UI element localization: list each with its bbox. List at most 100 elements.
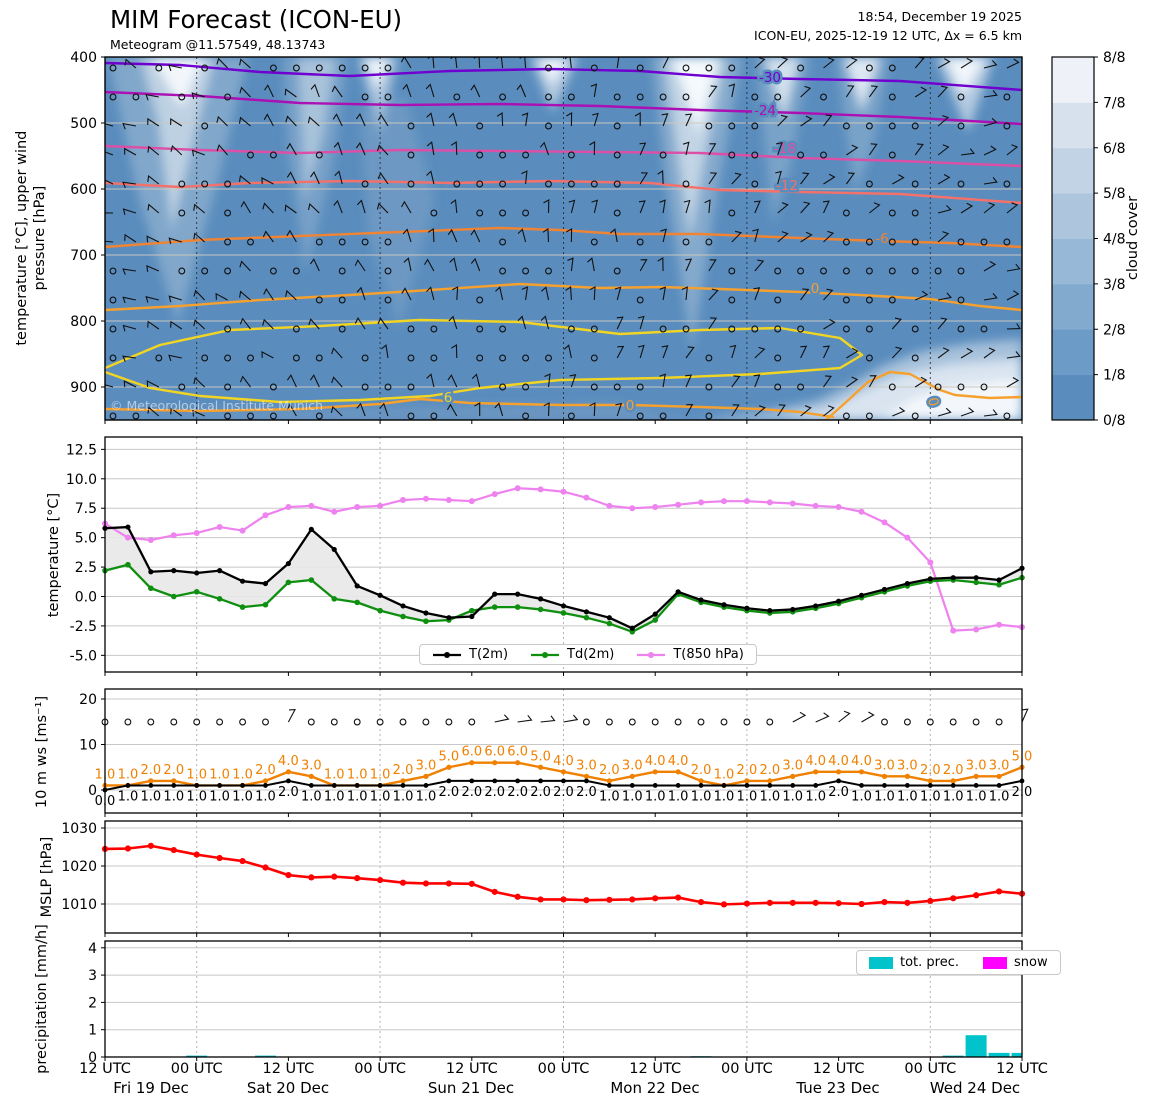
svg-text:3.0: 3.0 <box>874 758 895 773</box>
svg-text:-30: -30 <box>759 70 781 86</box>
svg-text:00 UTC: 00 UTC <box>354 1061 406 1077</box>
model-run-info: ICON-EU, 2025-12-19 12 UTC, Δx = 6.5 km <box>754 27 1022 43</box>
svg-text:20: 20 <box>79 692 97 708</box>
svg-text:3.0: 3.0 <box>897 758 918 773</box>
svg-text:700: 700 <box>70 248 97 264</box>
svg-text:8/8: 8/8 <box>1103 50 1126 66</box>
svg-text:0: 0 <box>626 398 635 414</box>
svg-text:0.0: 0.0 <box>75 590 97 606</box>
svg-text:12 UTC: 12 UTC <box>813 1061 865 1077</box>
svg-text:00 UTC: 00 UTC <box>721 1061 773 1077</box>
svg-text:3: 3 <box>88 968 97 984</box>
svg-text:1: 1 <box>88 1023 97 1039</box>
svg-text:1.0: 1.0 <box>759 789 780 804</box>
legend-item-snow: snow <box>983 955 1048 970</box>
svg-text:1.0: 1.0 <box>232 789 253 804</box>
legend-item-td2m: Td(2m) <box>530 647 614 662</box>
svg-text:3.0: 3.0 <box>966 758 987 773</box>
svg-text:Sat 20 Dec: Sat 20 Dec <box>247 1079 329 1097</box>
svg-text:12 UTC: 12 UTC <box>79 1061 131 1077</box>
svg-text:5.0: 5.0 <box>439 749 460 764</box>
svg-text:2.0: 2.0 <box>759 763 780 778</box>
svg-text:© Meteorological Institute Mun: © Meteorological Institute Munich <box>110 398 323 413</box>
svg-text:Tue 23 Dec: Tue 23 Dec <box>795 1079 879 1097</box>
svg-text:1020: 1020 <box>61 859 97 875</box>
svg-text:4: 4 <box>88 941 97 957</box>
svg-text:3.0: 3.0 <box>622 758 643 773</box>
svg-text:1.0: 1.0 <box>851 789 872 804</box>
svg-text:600: 600 <box>70 182 97 198</box>
svg-text:Sun 21 Dec: Sun 21 Dec <box>428 1079 514 1097</box>
panel-mslp: 1010 1020 1030 <box>61 820 1026 937</box>
line-sample-icon <box>433 651 461 658</box>
legend-item-t2m: T(2m) <box>432 647 508 662</box>
svg-text:5/8: 5/8 <box>1103 186 1126 202</box>
svg-text:4/8: 4/8 <box>1103 232 1126 248</box>
cloud-cover-colorbar: 0/8 1/8 2/8 3/8 4/8 5/8 6/8 7/8 8/8 <box>1051 50 1126 429</box>
svg-text:1.0: 1.0 <box>691 789 712 804</box>
svg-text:1.0: 1.0 <box>209 789 230 804</box>
svg-text:4.0: 4.0 <box>668 754 689 769</box>
svg-text:1.0: 1.0 <box>186 767 207 782</box>
svg-text:-2.5: -2.5 <box>70 619 97 635</box>
svg-text:1.0: 1.0 <box>347 767 368 782</box>
svg-text:1.0: 1.0 <box>782 789 803 804</box>
svg-text:-12: -12 <box>776 178 798 194</box>
svg-text:2.0: 2.0 <box>920 763 941 778</box>
svg-text:7.5: 7.5 <box>75 501 97 517</box>
svg-text:2/8: 2/8 <box>1103 322 1126 338</box>
svg-text:6.0: 6.0 <box>507 745 528 760</box>
svg-text:1.0: 1.0 <box>347 789 368 804</box>
svg-text:1.0: 1.0 <box>370 789 391 804</box>
svg-text:1.0: 1.0 <box>232 767 253 782</box>
svg-text:2.0: 2.0 <box>163 763 184 778</box>
svg-text:1.0: 1.0 <box>301 789 322 804</box>
svg-text:0: 0 <box>88 1050 97 1066</box>
svg-text:2.0: 2.0 <box>737 763 758 778</box>
svg-text:2.0: 2.0 <box>943 763 964 778</box>
svg-text:4.0: 4.0 <box>851 754 872 769</box>
svg-text:400: 400 <box>70 50 97 66</box>
svg-text:1.0: 1.0 <box>966 789 987 804</box>
svg-text:1.0: 1.0 <box>805 789 826 804</box>
svg-text:1.0: 1.0 <box>714 767 735 782</box>
svg-text:2.0: 2.0 <box>828 785 849 800</box>
svg-text:10: 10 <box>79 738 97 754</box>
svg-text:0/8: 0/8 <box>1103 413 1126 429</box>
svg-text:2.0: 2.0 <box>599 763 620 778</box>
svg-text:6.0: 6.0 <box>484 745 505 760</box>
svg-text:1030: 1030 <box>61 821 97 837</box>
svg-text:2.0: 2.0 <box>141 763 162 778</box>
svg-text:3.0: 3.0 <box>416 758 437 773</box>
svg-text:1.0: 1.0 <box>737 789 758 804</box>
svg-text:2.0: 2.0 <box>576 785 597 800</box>
svg-text:1.0: 1.0 <box>209 767 230 782</box>
svg-text:2.0: 2.0 <box>484 785 505 800</box>
svg-text:1.0: 1.0 <box>989 789 1010 804</box>
svg-text:0: 0 <box>88 783 97 799</box>
svg-text:6/8: 6/8 <box>1103 141 1126 157</box>
legend-item-totprec: tot. prec. <box>869 955 959 970</box>
svg-text:-24: -24 <box>754 103 776 119</box>
svg-text:4.0: 4.0 <box>828 754 849 769</box>
svg-text:2.0: 2.0 <box>553 785 574 800</box>
svg-text:7/8: 7/8 <box>1103 95 1126 111</box>
svg-text:1.0: 1.0 <box>118 767 139 782</box>
svg-text:2.0: 2.0 <box>461 785 482 800</box>
svg-text:2.0: 2.0 <box>278 785 299 800</box>
svg-text:Wed 24 Dec: Wed 24 Dec <box>930 1079 1020 1097</box>
panel-wind-speed: 1.0 1.0 2.0 2.0 1.0 1.0 1.0 2.04.0 3.01.0 1.0 1.0 2… <box>79 688 1032 817</box>
svg-text:1010: 1010 <box>61 897 97 913</box>
svg-text:1.0: 1.0 <box>714 789 735 804</box>
svg-text:4.0: 4.0 <box>553 754 574 769</box>
svg-text:1/8: 1/8 <box>1103 368 1126 384</box>
panel-temperature: 12.5 10.0 7.5 5.0 2.5 0.0 -2.5 -5.0 <box>66 436 1025 676</box>
svg-text:-6: -6 <box>875 231 888 247</box>
svg-text:2: 2 <box>88 995 97 1011</box>
svg-text:4.0: 4.0 <box>278 754 299 769</box>
svg-text:00 UTC: 00 UTC <box>538 1061 590 1077</box>
svg-text:1.0: 1.0 <box>186 789 207 804</box>
svg-text:5.0: 5.0 <box>530 749 551 764</box>
